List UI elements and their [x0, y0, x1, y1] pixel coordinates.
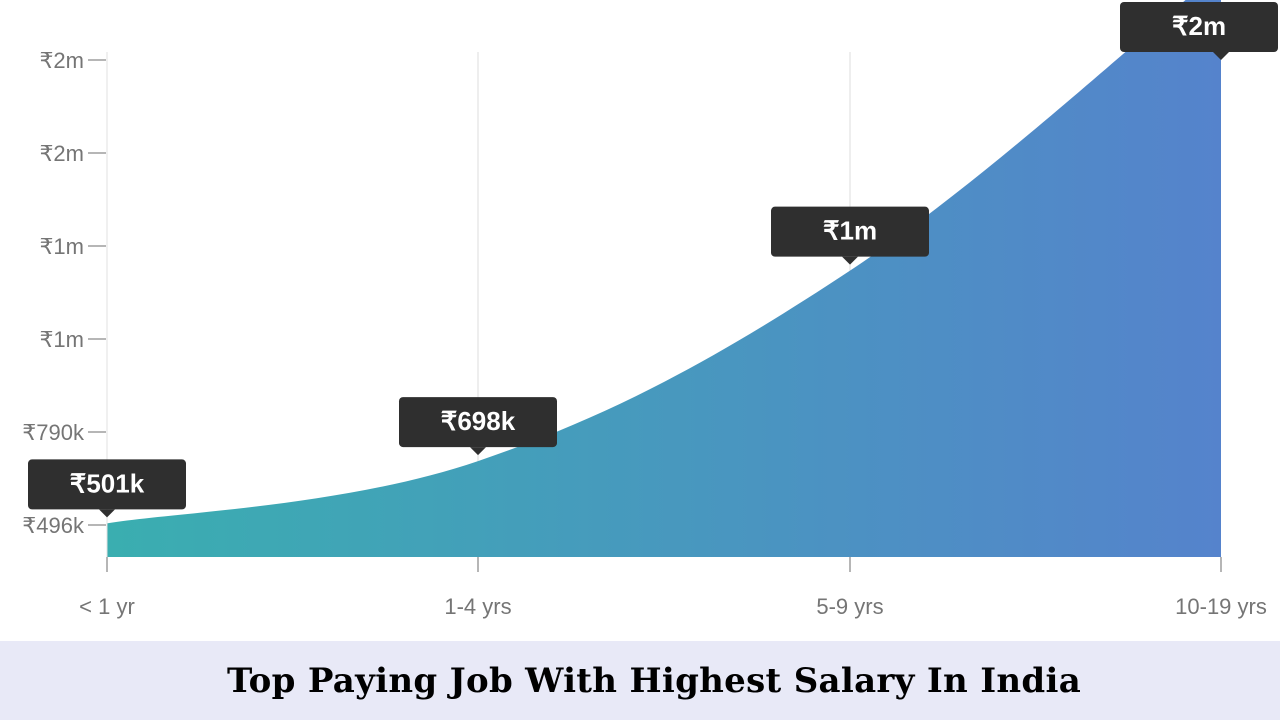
value-label: ₹698k [399, 397, 557, 456]
axes: ₹496k ₹790k ₹1m ₹1m ₹2m ₹2m < 1 yr 1-4 yrs 5-9 y… [22, 48, 1267, 619]
y-tick-label: ₹2m [39, 141, 84, 166]
value-label-pointer [1213, 52, 1229, 60]
x-tick-label: 1-4 yrs [444, 594, 511, 619]
value-label-box [28, 459, 186, 510]
value-label-text: ₹501k [70, 468, 145, 498]
y-tick-label: ₹496k [22, 513, 85, 538]
salary-area [107, 0, 1221, 557]
value-label: ₹1m [771, 206, 929, 265]
y-tick-label: ₹1m [39, 234, 84, 259]
y-tick-label: ₹790k [22, 420, 85, 445]
value-label-pointer [470, 447, 486, 456]
y-tick-label: ₹1m [39, 327, 84, 352]
value-label-text: ₹2m [1172, 11, 1226, 41]
value-label-pointer [99, 509, 115, 518]
cropped-heading-fragment [0, 0, 40, 6]
value-label: ₹501k [28, 459, 186, 518]
value-label-box [1120, 2, 1278, 52]
x-tick-label: < 1 yr [79, 594, 135, 619]
value-label-pointer [842, 256, 858, 265]
value-labels: ₹501k ₹698k ₹1m ₹2m [28, 2, 1278, 518]
value-label-box [399, 397, 557, 448]
value-label-box [771, 206, 929, 257]
x-tick-label: 5-9 yrs [816, 594, 883, 619]
value-label-text: ₹698k [441, 406, 516, 436]
x-tick-label: 10-19 yrs [1175, 594, 1267, 619]
value-label: ₹2m [1120, 2, 1278, 60]
footer-banner: Top Paying Job With Highest Salary In In… [0, 641, 1280, 720]
page-title: Top Paying Job With Highest Salary In In… [226, 660, 1082, 701]
y-tick-label: ₹2m [39, 48, 84, 73]
value-label-text: ₹1m [823, 216, 877, 246]
salary-area-chart: ₹496k ₹790k ₹1m ₹1m ₹2m ₹2m < 1 yr 1-4 yrs 5-9 y… [22, 0, 1278, 619]
